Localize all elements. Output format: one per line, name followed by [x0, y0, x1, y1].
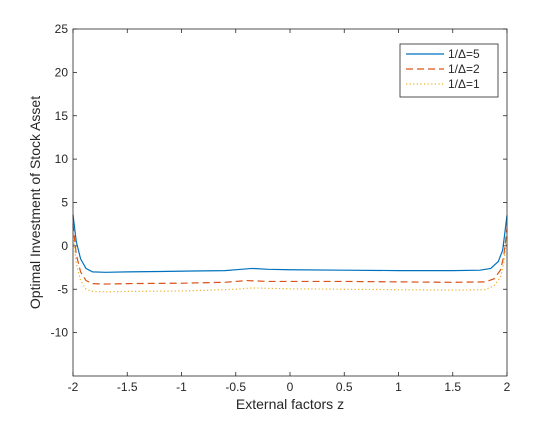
legend-box [399, 43, 499, 98]
series-line-1 [72, 214, 508, 273]
series-line-3 [72, 232, 508, 293]
y-tick-label: 0 [61, 239, 68, 253]
x-tick-label: 0.5 [336, 380, 353, 394]
y-axis-label: Optimal Investment of Stock Asset [27, 96, 43, 309]
x-tick-label: -1.5 [117, 380, 138, 394]
y-tick-label: -10 [51, 326, 69, 340]
y-tick-label: 15 [55, 109, 69, 123]
x-axis-label: External factors z [236, 396, 344, 412]
x-tick-label: -2 [68, 380, 79, 394]
axes-layer: -2 -1.5 -1 -0.5 0 0.5 1 1.5 2 -10 -5 0 5 10 15 20 25 [51, 22, 511, 394]
legend-label: 1/Δ=5 [448, 47, 480, 61]
x-tick-label: 1.5 [444, 380, 461, 394]
x-tick-label: 1 [395, 380, 402, 394]
series-line-2 [72, 224, 508, 285]
x-tick-label: -0.5 [225, 380, 246, 394]
y-tick-label: -5 [57, 282, 68, 296]
y-tick-label: 20 [55, 65, 69, 79]
legend-label: 1/Δ=1 [448, 77, 480, 91]
y-tick-label: 10 [55, 152, 69, 166]
y-tick-label: 5 [61, 196, 68, 210]
legend-label: 1/Δ=2 [448, 62, 480, 76]
x-tick-label: 2 [504, 380, 511, 394]
legend: 1/Δ=51/Δ=21/Δ=1 [399, 43, 499, 98]
series-layer [72, 214, 508, 293]
x-tick-label: 0 [287, 380, 294, 394]
x-tick-label: -1 [176, 380, 187, 394]
y-tick-label: 25 [55, 22, 69, 36]
